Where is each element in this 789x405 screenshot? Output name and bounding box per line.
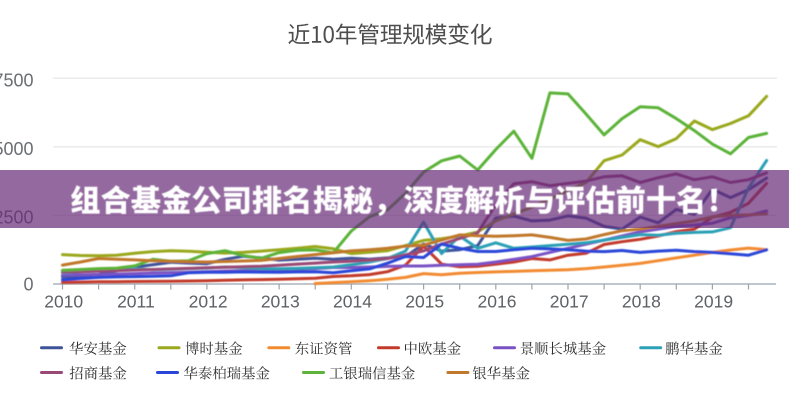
svg-text:0: 0 [23,275,33,295]
svg-text:2015: 2015 [405,292,444,312]
svg-text:2019: 2019 [694,292,733,312]
svg-text:2010: 2010 [44,292,83,312]
svg-text:2011: 2011 [117,292,155,312]
svg-text:2017: 2017 [550,292,589,312]
svg-text:7500: 7500 [0,71,34,91]
svg-text:2016: 2016 [478,292,517,312]
svg-text:2012: 2012 [189,292,228,312]
svg-text:2018: 2018 [622,292,661,312]
svg-text:2013: 2013 [261,292,300,312]
svg-text:2014: 2014 [333,292,372,312]
